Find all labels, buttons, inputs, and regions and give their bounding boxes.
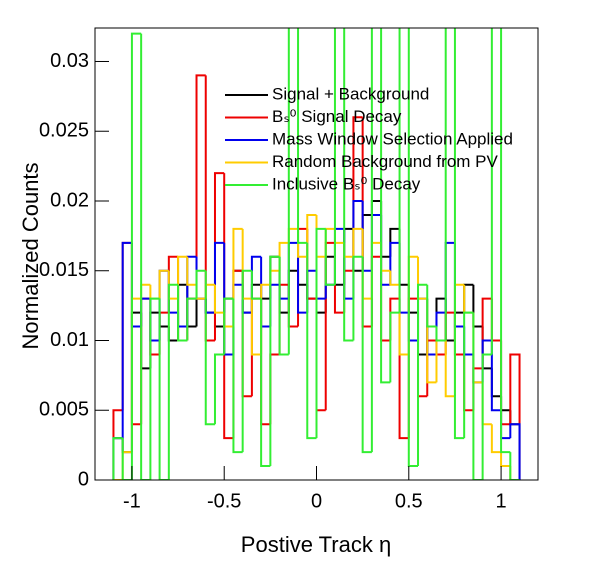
histogram-bin: [195, 74, 206, 299]
histogram-bin: [352, 227, 363, 257]
histogram-bin: [287, 28, 290, 355]
histogram-bin: [167, 283, 179, 480]
histogram-bin: [121, 438, 132, 480]
legend-label: Signal + Background: [272, 84, 429, 103]
histogram-bin: [370, 28, 373, 453]
histogram-bin: [324, 228, 335, 286]
histogram-bin: [500, 28, 511, 454]
histogram-bin: [297, 28, 308, 244]
histogram-bin: [232, 227, 243, 327]
histogram-bin: [195, 269, 206, 299]
legend-label: Inclusive Bₛ⁰ Decay: [272, 174, 421, 193]
legend-label: Random Background from PV: [272, 152, 498, 171]
histogram-bin: [380, 28, 391, 384]
histogram-bin: [481, 353, 492, 480]
histogram-bin: [306, 242, 317, 440]
y-tick-label: 0.015: [39, 259, 89, 281]
histogram-bin: [352, 255, 363, 341]
histogram-bin: [112, 437, 123, 480]
histogram-bin: [177, 284, 188, 342]
histogram-bin: [509, 353, 521, 480]
y-tick-label: 0.005: [39, 399, 89, 421]
x-tick-label: 0.5: [395, 490, 423, 512]
histogram-bin: [389, 270, 400, 286]
y-tick-label: 0.01: [50, 329, 89, 351]
histogram-bin: [333, 28, 336, 285]
histogram-bin: [158, 269, 169, 299]
y-tick-label: 0.03: [50, 50, 89, 72]
histogram-bin: [444, 340, 455, 398]
histogram-bin: [509, 452, 520, 480]
histogram-bin: [463, 311, 474, 439]
histogram-bin: [426, 284, 437, 328]
histogram-bin: [186, 256, 197, 286]
histogram-bin: [315, 227, 326, 439]
histogram-bin: [343, 28, 354, 342]
histogram-bin: [223, 297, 234, 355]
legend-label: Bₛ⁰ Signal Decay: [272, 107, 402, 126]
histogram-bin: [232, 298, 243, 454]
plot-area: [112, 28, 521, 480]
histogram-bin: [509, 423, 521, 480]
y-axis-label: Normalized Counts: [18, 162, 43, 349]
histogram-bin: [306, 213, 317, 257]
histogram-bin: [361, 256, 372, 454]
histogram-bin: [158, 298, 169, 480]
x-tick-label: -1: [123, 490, 141, 512]
x-axis-label: Postive Track η: [241, 532, 391, 557]
histogram-bin: [278, 256, 289, 356]
histogram-bin: [435, 326, 446, 342]
y-tick-label: 0.02: [50, 189, 89, 211]
y-tick-label: 0: [78, 468, 89, 490]
x-tick-label: 1: [496, 490, 507, 512]
x-tick-label: 0: [311, 490, 322, 512]
histogram-bin: [490, 28, 493, 355]
histogram-bin: [417, 283, 428, 467]
histogram-bin: [389, 311, 400, 383]
histogram-bin: [121, 241, 132, 439]
histogram-bin: [204, 270, 215, 426]
legend-label: Mass Window Selection Applied: [272, 129, 513, 148]
histogram-bin: [490, 340, 502, 412]
histogram-bin: [260, 298, 271, 468]
histogram-bin: [269, 255, 280, 467]
histogram-bin: [130, 32, 142, 480]
histogram-bin: [490, 424, 502, 454]
histogram-bin: [472, 312, 483, 480]
histogram-bin: [186, 297, 197, 341]
histogram-bin: [398, 28, 401, 313]
x-tick-label: -0.5: [207, 490, 241, 512]
histogram-bin: [241, 269, 252, 453]
y-tick-label: 0.025: [39, 120, 89, 142]
histogram-bin: [453, 28, 465, 440]
histogram-bin: [213, 353, 225, 425]
histogram-bin: [250, 298, 262, 356]
histogram-bin: [444, 28, 447, 341]
histogram-bin: [250, 270, 262, 300]
histogram-bin: [297, 242, 308, 314]
histogram-bin: [149, 297, 160, 480]
histogram-bin: [213, 284, 225, 314]
histogram-bin: [140, 33, 151, 480]
